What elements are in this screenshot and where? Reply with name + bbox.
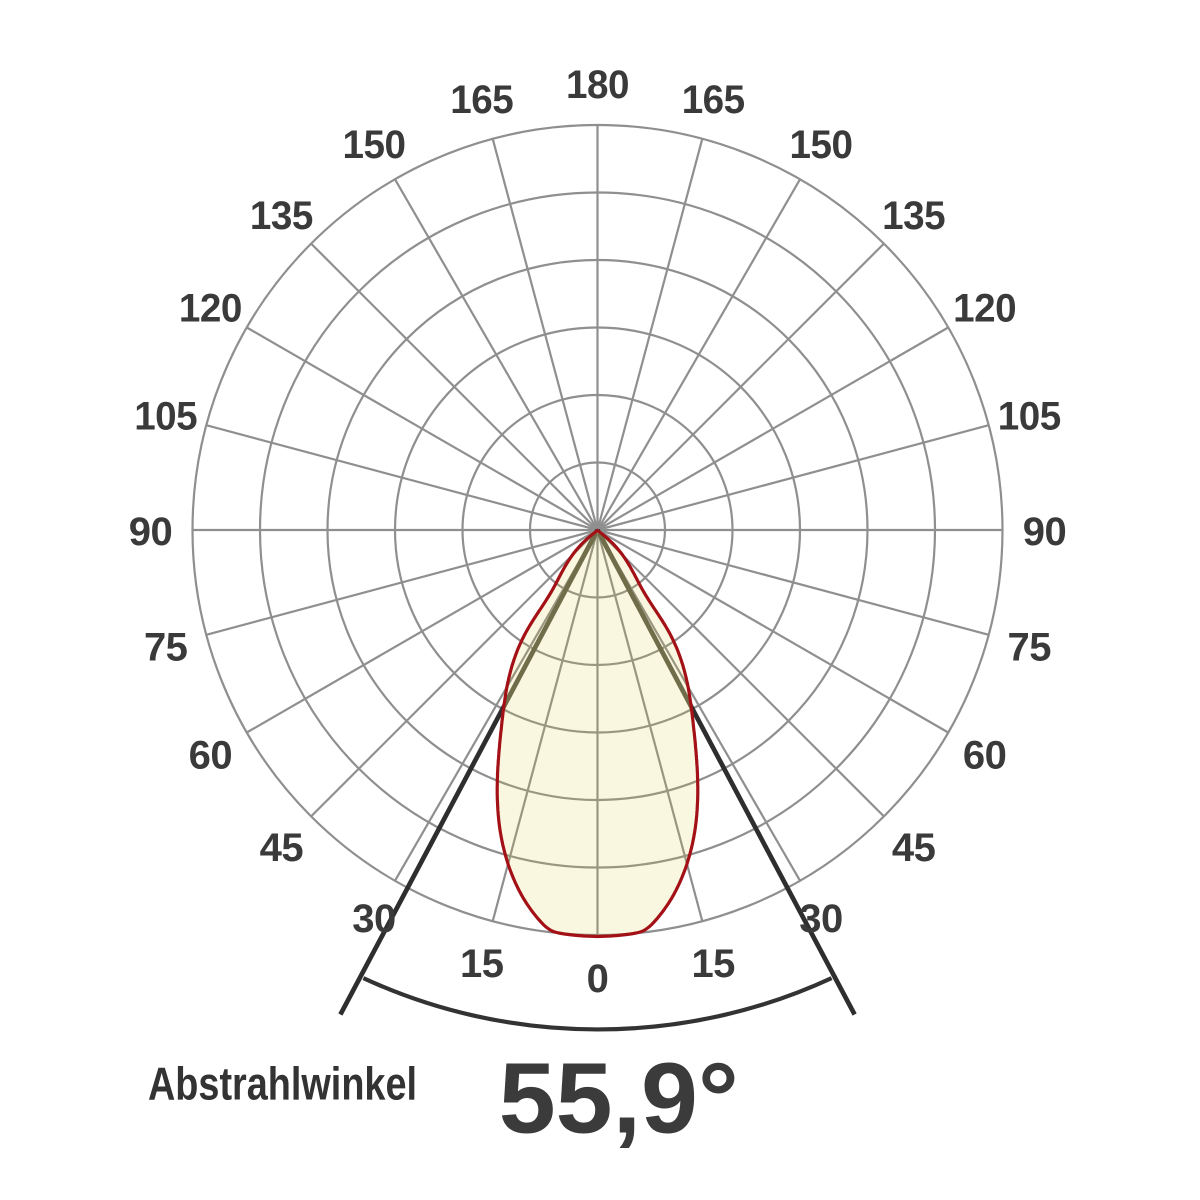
- svg-text:30: 30: [799, 897, 843, 941]
- svg-text:165: 165: [450, 78, 513, 122]
- svg-text:105: 105: [998, 394, 1061, 438]
- svg-text:180: 180: [566, 63, 629, 107]
- svg-text:150: 150: [790, 123, 853, 167]
- svg-text:105: 105: [134, 394, 197, 438]
- svg-text:120: 120: [953, 287, 1016, 331]
- svg-text:75: 75: [1008, 626, 1052, 670]
- svg-text:60: 60: [189, 734, 233, 778]
- svg-text:90: 90: [129, 510, 173, 554]
- svg-text:135: 135: [882, 194, 945, 238]
- svg-text:135: 135: [250, 194, 313, 238]
- svg-text:60: 60: [963, 734, 1007, 778]
- svg-text:165: 165: [682, 78, 745, 122]
- svg-text:15: 15: [691, 942, 735, 986]
- svg-text:90: 90: [1023, 510, 1067, 554]
- svg-text:120: 120: [179, 287, 242, 331]
- svg-text:45: 45: [260, 826, 304, 870]
- svg-text:45: 45: [892, 826, 936, 870]
- svg-text:75: 75: [144, 626, 188, 670]
- svg-text:150: 150: [343, 123, 406, 167]
- svg-text:Abstrahlwinkel: Abstrahlwinkel: [148, 1058, 417, 1110]
- svg-text:15: 15: [460, 942, 504, 986]
- svg-text:0: 0: [587, 957, 609, 1001]
- svg-text:30: 30: [352, 897, 396, 941]
- svg-text:55,9°: 55,9°: [499, 1043, 739, 1155]
